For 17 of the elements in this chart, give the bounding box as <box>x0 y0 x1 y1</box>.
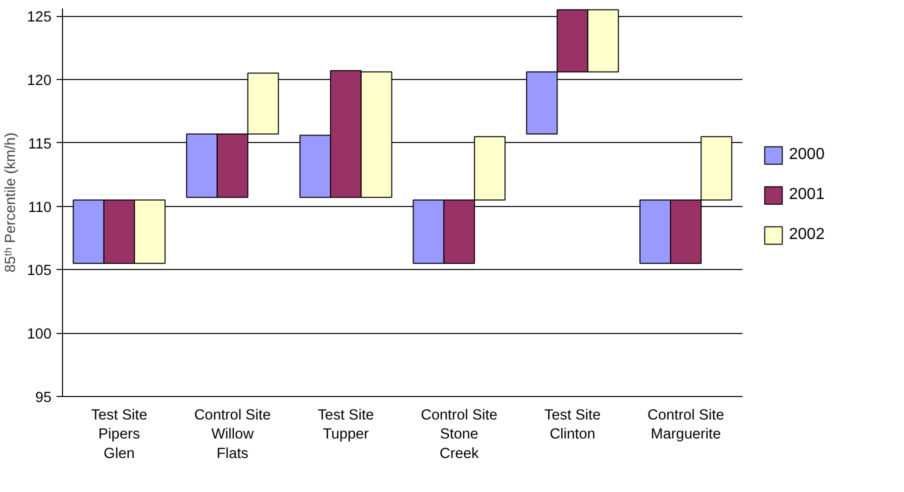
x-tick-label: Test Site Clinton <box>544 408 601 443</box>
y-tick-label: 95 <box>35 390 52 406</box>
x-tick-label: Control Site Stone Creek <box>420 408 498 462</box>
y-tick-label: 110 <box>28 200 52 216</box>
x-tick-label: Control Site Marguerite <box>648 408 724 443</box>
y-tick-label: 105 <box>27 263 52 280</box>
y-tick-label: 120 <box>27 73 52 90</box>
y-tick-label: 100 <box>27 326 52 343</box>
x-tick-label: Test Site Tupper <box>318 408 374 443</box>
x-tick-label: Test Site Pipers Glen <box>91 408 148 462</box>
x-tick-label: Control Site Willow Flats <box>194 408 271 462</box>
y-tick-label: 115 <box>28 136 52 152</box>
legend-label: 2002 <box>789 226 825 244</box>
legend-label: 2001 <box>789 186 825 204</box>
legend-label: 2000 <box>789 146 825 164</box>
y-tick-label: 125 <box>27 10 52 26</box>
y-axis-title: 85ᵗʰ Percentile (km/h) <box>3 132 20 272</box>
